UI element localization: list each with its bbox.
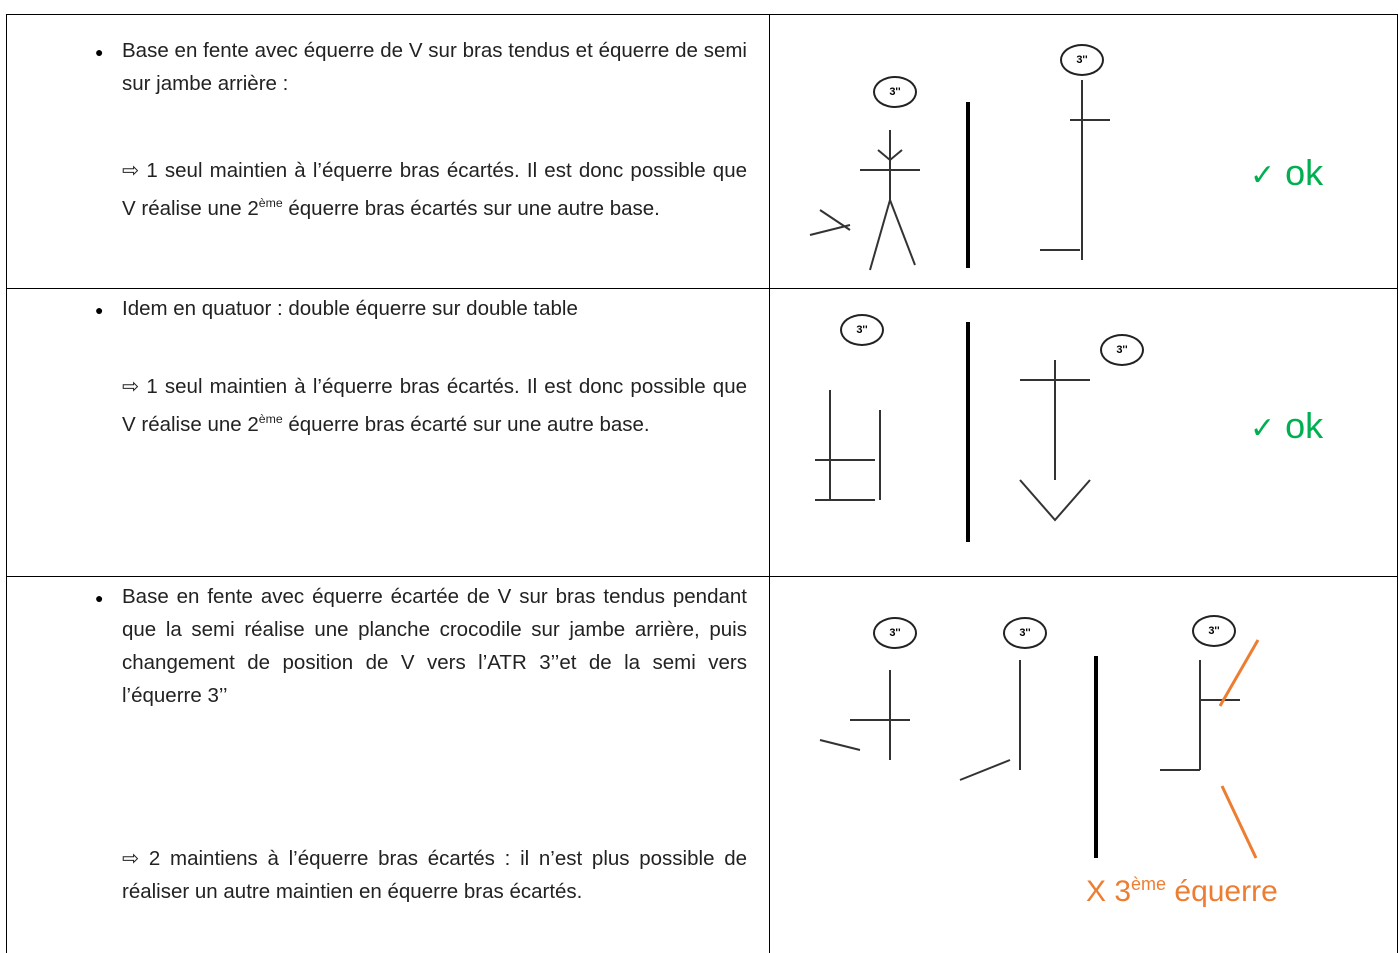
badge: 3'' bbox=[1100, 334, 1144, 366]
badge: 3'' bbox=[873, 76, 917, 108]
verdict: ✓ ok bbox=[1250, 152, 1323, 194]
note-text: équerre bras écartés sur une autre base. bbox=[282, 196, 660, 220]
verdict-text: équerre bbox=[1166, 875, 1278, 908]
bullet: ● bbox=[95, 44, 104, 60]
bullet: ● bbox=[95, 590, 104, 606]
accent-line bbox=[1220, 785, 1258, 859]
drawings bbox=[809, 80, 1240, 781]
sup: ème bbox=[258, 412, 283, 426]
badge: 3'' bbox=[1192, 615, 1236, 647]
verdict: X 3ème équerre bbox=[1086, 874, 1278, 909]
note: ⇨ 1 seul maintien à l’équerre bras écart… bbox=[122, 370, 747, 441]
badge: 3'' bbox=[840, 314, 884, 346]
note: ⇨ 1 seul maintien à l’équerre bras écart… bbox=[122, 154, 747, 225]
accent-line bbox=[1218, 639, 1260, 707]
note: ⇨ 2 maintiens à l’équerre bras écartés :… bbox=[122, 847, 747, 903]
ok: ok bbox=[1285, 152, 1324, 193]
note-text: ⇨ 1 seul maintien à l’équerre bras écart… bbox=[122, 159, 747, 220]
ok: ok bbox=[1285, 405, 1324, 446]
bullet: ● bbox=[95, 302, 104, 318]
sup: ème bbox=[1131, 874, 1167, 894]
badge: 3'' bbox=[1060, 44, 1104, 76]
badge: 3'' bbox=[873, 617, 917, 649]
bullet-text: Base en fente avec équerre de V sur bras… bbox=[122, 39, 747, 95]
badge: 3'' bbox=[1003, 617, 1047, 649]
check: ✓ bbox=[1250, 412, 1276, 445]
verdict-text: X 3 bbox=[1086, 875, 1132, 908]
note-text: ⇨ 1 seul maintien à l’équerre bras écart… bbox=[122, 375, 747, 436]
sup: ème bbox=[258, 196, 283, 210]
check: ✓ bbox=[1250, 159, 1276, 192]
verdict: ✓ ok bbox=[1250, 405, 1323, 447]
bullet-text: Base en fente avec équerre écartée de V … bbox=[122, 585, 747, 707]
note-text: équerre bras écarté sur une autre base. bbox=[282, 412, 650, 436]
bullet-text: Idem en quatuor : double équerre sur dou… bbox=[122, 297, 578, 320]
